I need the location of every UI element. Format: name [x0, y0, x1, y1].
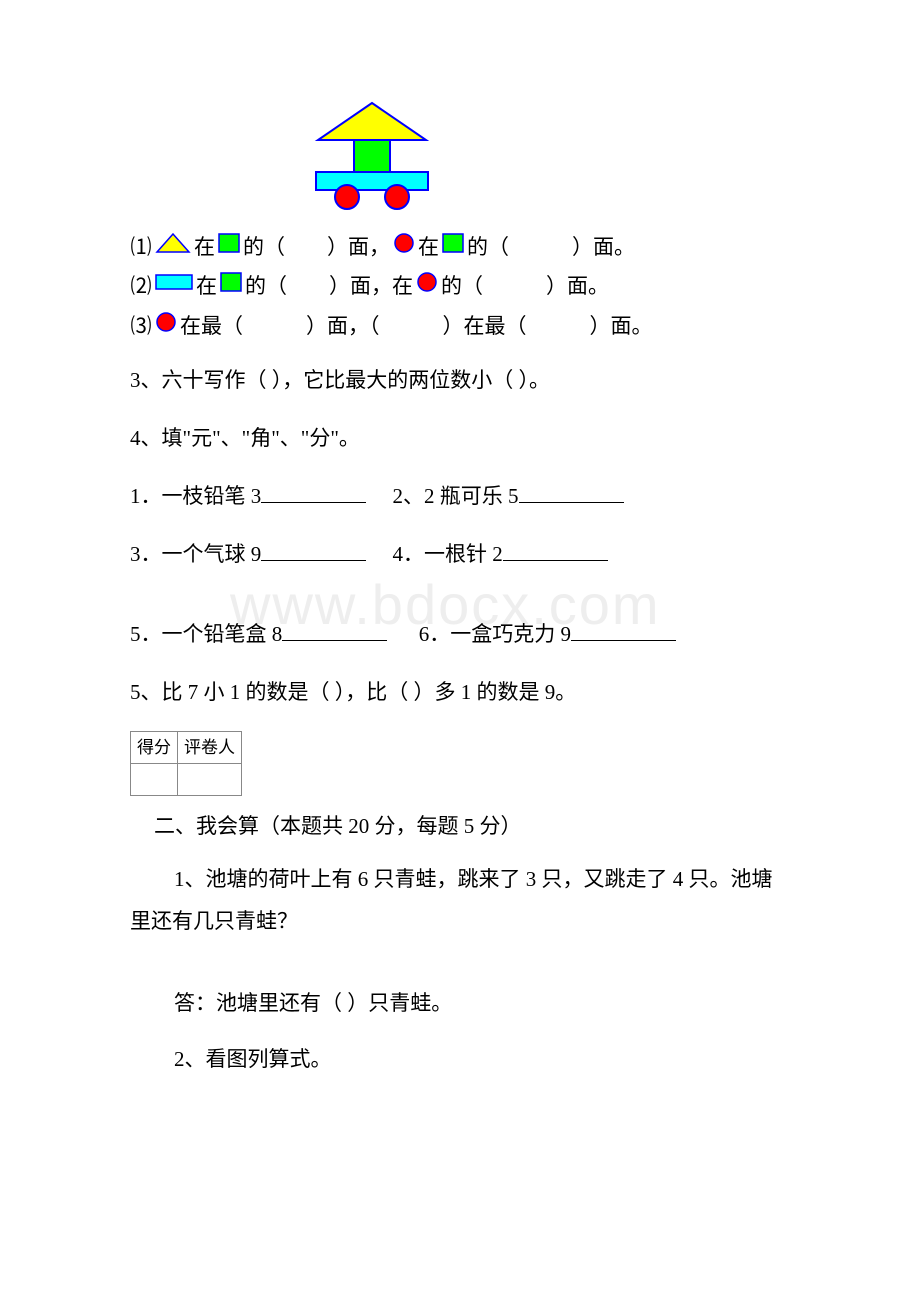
q4-item4: 4．一根针 2 [372, 542, 503, 566]
q4-row1: 1．一枝铅笔 3 2、2 瓶可乐 5 [130, 477, 790, 517]
text-1a: 在 [194, 231, 215, 265]
score-cell2[interactable] [178, 763, 242, 795]
text-3a: 在最（ ）面，（ ）在最（ ）面。 [180, 310, 653, 344]
problem-line-3: ⑶ 在最（ ）面，（ ）在最（ ）面。 [130, 310, 790, 344]
green-square-shape [354, 140, 390, 172]
blank-2[interactable] [519, 481, 624, 503]
text-2b: 的（ ）面，在 [245, 270, 413, 304]
num-2: ⑵ [130, 276, 152, 298]
blank-4[interactable] [503, 539, 608, 561]
word-problem-2: 2、看图列算式。 [130, 1038, 790, 1080]
text-2c: 的（ ）面。 [441, 270, 609, 304]
red-circle-icon [392, 231, 416, 265]
text-1d: 的（ ）面。 [467, 231, 635, 265]
blank-6[interactable] [571, 619, 676, 641]
red-circle-icon-2 [415, 270, 439, 304]
question-5: 5、比 7 小 1 的数是（ ），比（ ）多 1 的数是 9。 [130, 673, 790, 713]
score-cell1[interactable] [131, 763, 178, 795]
blank-3[interactable] [261, 539, 366, 561]
blank-5[interactable] [282, 619, 387, 641]
triangle-icon [154, 231, 192, 265]
question-3: 3、六十写作（ ），它比最大的两位数小（ ）。 [130, 361, 790, 401]
q4-item3: 3．一个气球 9 [130, 542, 261, 566]
q4-item5: 5．一个铅笔盒 8 [130, 622, 282, 646]
cyan-rect-shape [316, 172, 428, 190]
triangle-shape [318, 103, 426, 140]
problem-line-1: ⑴ 在 的（ ）面， 在 的（ ）面。 [130, 231, 790, 265]
composite-shape-svg [300, 100, 450, 210]
word-problem-1-answer: 答：池塘里还有（ ）只青蛙。 [130, 982, 790, 1024]
q4-item6: 6．一盒巧克力 9 [393, 622, 572, 646]
word-problem-1: 1、池塘的荷叶上有 6 只青蛙，跳来了 3 只，又跳走了 4 只。池塘里还有几只… [130, 858, 790, 942]
q4-item1: 1．一枝铅笔 3 [130, 484, 261, 508]
score-col1: 得分 [131, 731, 178, 763]
question-4-title: 4、填"元"、"角"、"分"。 [130, 419, 790, 459]
red-circle-right [385, 185, 409, 209]
num-3: ⑶ [130, 316, 152, 338]
q4-item2: 2、2 瓶可乐 5 [372, 484, 519, 508]
document-content: ⑴ 在 的（ ）面， 在 的（ ）面。 ⑵ 在 的（ ）面，在 的（ [130, 100, 790, 1080]
red-circle-left [335, 185, 359, 209]
text-1c: 在 [418, 231, 439, 265]
score-col2: 评卷人 [178, 731, 242, 763]
section-2-title: 二、我会算（本题共 20 分，每题 5 分） [154, 810, 790, 844]
num-1: ⑴ [130, 236, 152, 258]
cyan-rect-icon [154, 270, 194, 304]
green-square-icon-2 [441, 231, 465, 265]
text-1b: 的（ ）面， [243, 231, 390, 265]
green-square-icon-3 [219, 270, 243, 304]
q4-row2: 3．一个气球 9 4．一根针 2 [130, 535, 790, 575]
problem-line-2: ⑵ 在 的（ ）面，在 的（ ）面。 [130, 270, 790, 304]
blank-1[interactable] [261, 481, 366, 503]
text-2a: 在 [196, 270, 217, 304]
q4-row3: 5．一个铅笔盒 8 6．一盒巧克力 9 [130, 615, 790, 655]
green-square-icon [217, 231, 241, 265]
shape-diagram [300, 100, 790, 221]
score-table: 得分 评卷人 [130, 731, 242, 796]
red-circle-icon-3 [154, 310, 178, 344]
